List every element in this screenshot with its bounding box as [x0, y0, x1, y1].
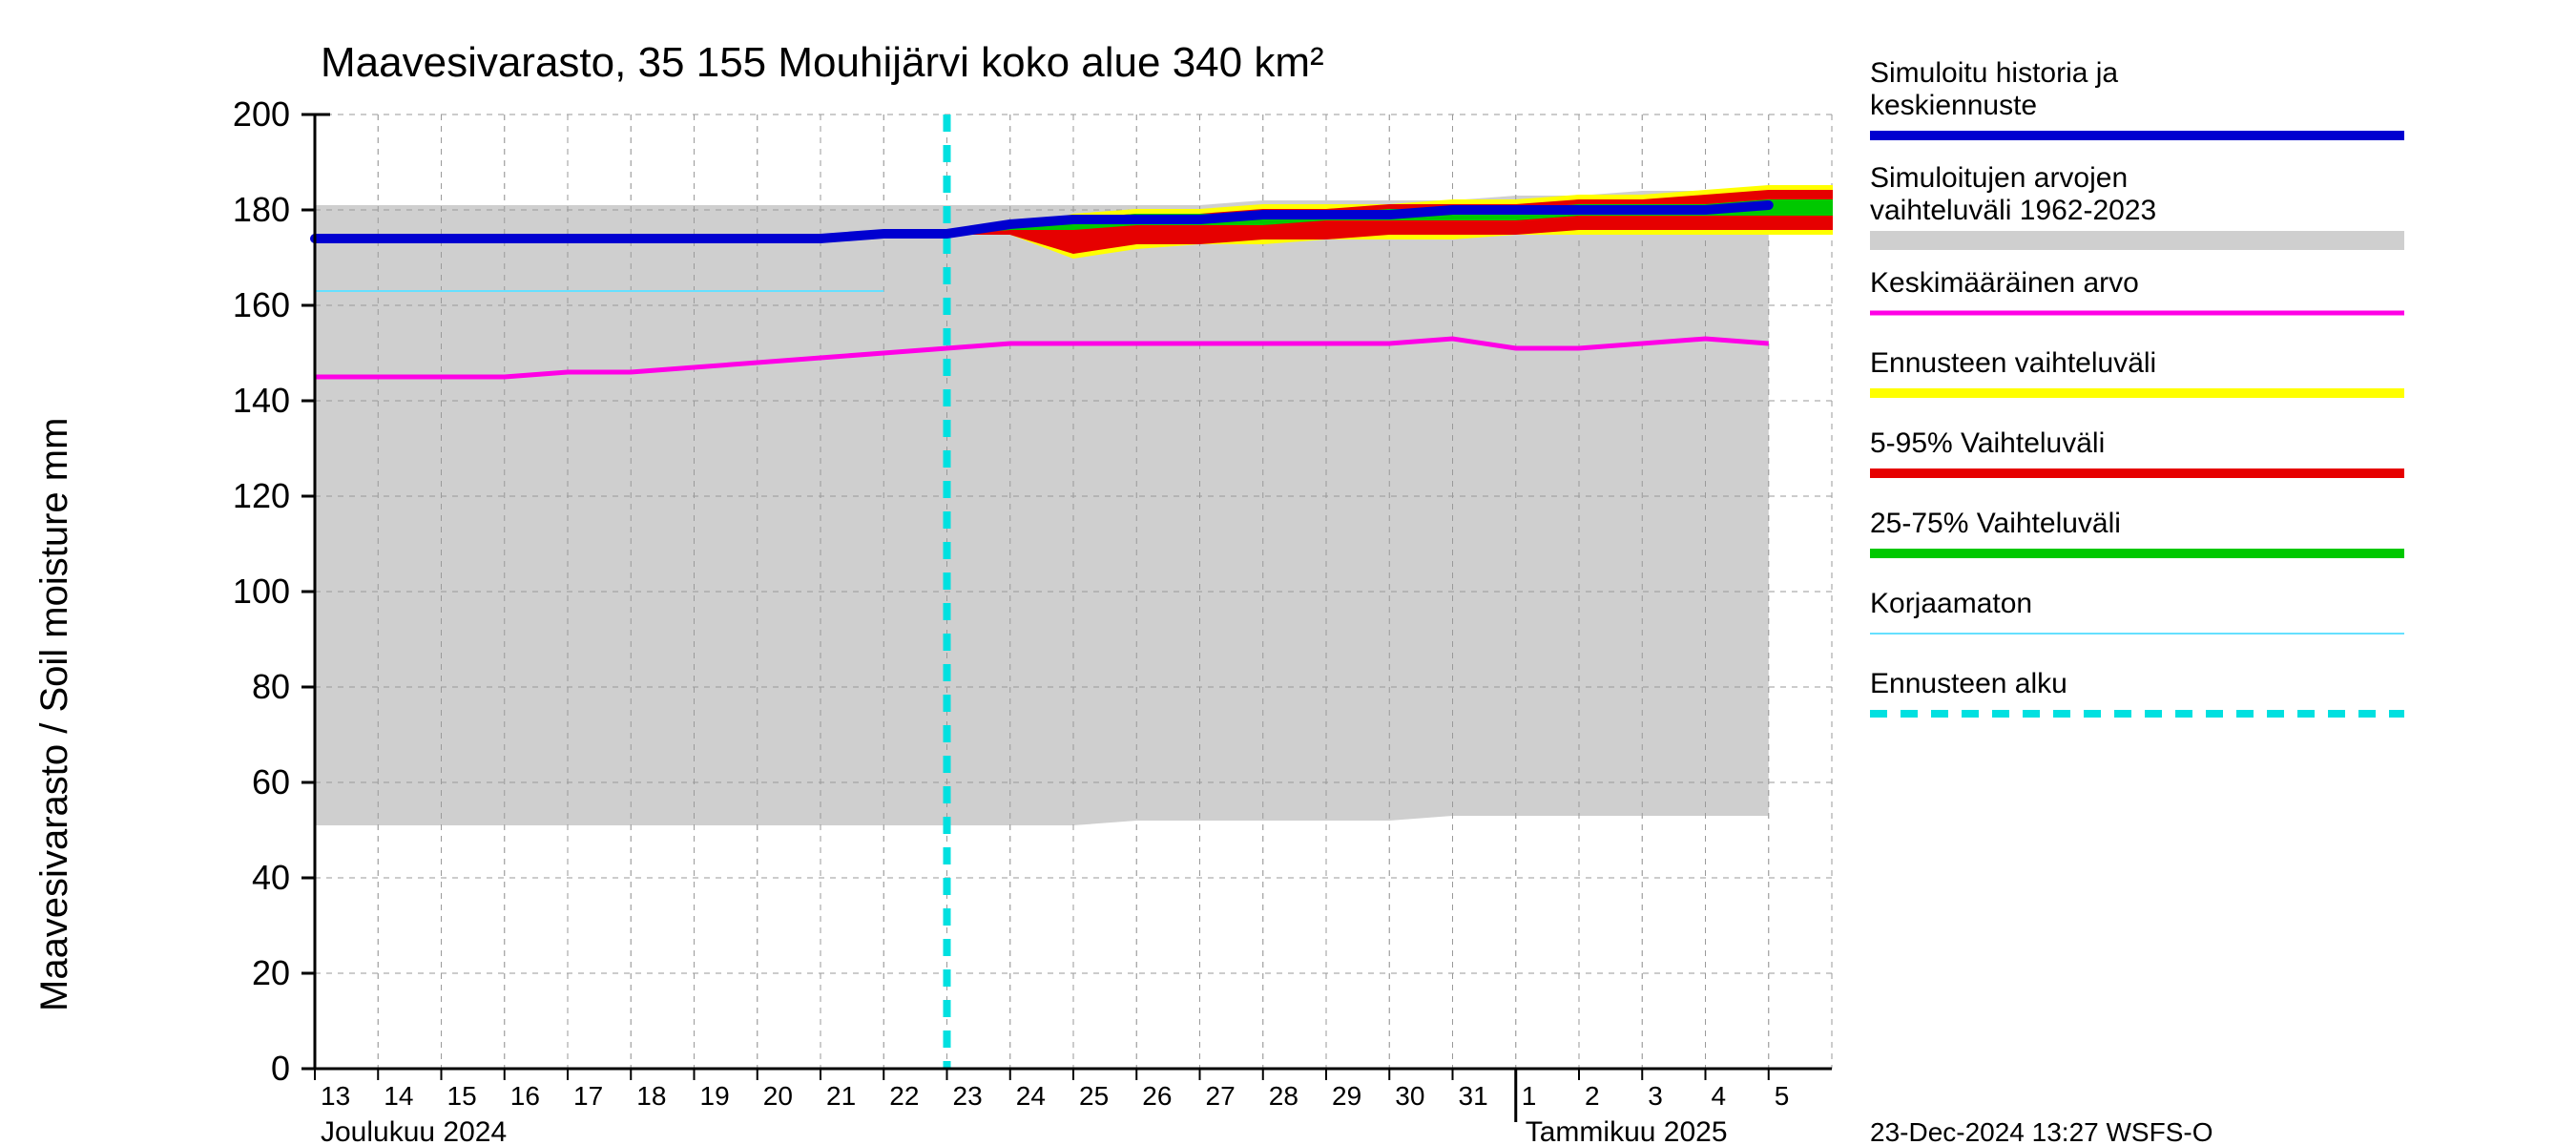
y-tick-label: 20 — [252, 953, 290, 992]
legend-label: Keskimääräinen arvo — [1870, 267, 2139, 299]
y-axis-label: Maavesivarasto / Soil moisture mm — [33, 418, 75, 1011]
y-tick-label: 180 — [233, 190, 290, 229]
footer-timestamp: 23-Dec-2024 13:27 WSFS-O — [1870, 1117, 2213, 1145]
y-tick-label: 60 — [252, 762, 290, 802]
legend-label: Korjaamaton — [1870, 588, 2032, 619]
y-tick-label: 40 — [252, 858, 290, 897]
x-day-label: 27 — [1206, 1081, 1236, 1111]
x-day-label: 21 — [826, 1081, 856, 1111]
chart-title: Maavesivarasto, 35 155 Mouhijärvi koko a… — [321, 39, 1324, 86]
x-day-label: 25 — [1079, 1081, 1109, 1111]
x-day-label: 26 — [1142, 1081, 1172, 1111]
x-day-label: 31 — [1459, 1081, 1488, 1111]
x-day-label: 24 — [1016, 1081, 1046, 1111]
x-day-label: 4 — [1712, 1081, 1727, 1111]
chart-svg: 0204060801001201401601802001314151617181… — [0, 0, 2576, 1145]
month-label-right: Tammikuu 2025 — [1526, 1116, 1728, 1145]
month-label-left: Joulukuu 2024 — [321, 1116, 507, 1145]
y-tick-label: 100 — [233, 572, 290, 611]
x-day-label: 19 — [700, 1081, 730, 1111]
x-day-label: 20 — [763, 1081, 793, 1111]
y-tick-label: 80 — [252, 667, 290, 706]
x-day-label: 23 — [953, 1081, 983, 1111]
chart-container: 0204060801001201401601802001314151617181… — [0, 0, 2576, 1145]
x-day-label: 2 — [1585, 1081, 1600, 1111]
x-day-label: 22 — [889, 1081, 919, 1111]
x-day-label: 16 — [510, 1081, 540, 1111]
legend-swatch — [1870, 231, 2404, 250]
legend-label: Simuloitujen arvojen — [1870, 162, 2128, 194]
legend-label: Simuloitu historia ja — [1870, 57, 2118, 89]
variability-band — [315, 191, 1769, 825]
x-day-label: 18 — [636, 1081, 666, 1111]
x-day-label: 13 — [321, 1081, 350, 1111]
x-day-label: 29 — [1332, 1081, 1361, 1111]
x-day-label: 14 — [384, 1081, 413, 1111]
legend-label: Ennusteen alku — [1870, 668, 2067, 699]
y-tick-label: 160 — [233, 285, 290, 324]
legend-label: 5-95% Vaihteluväli — [1870, 427, 2105, 459]
legend-label: vaihteluväli 1962-2023 — [1870, 195, 2156, 226]
legend-label: Ennusteen vaihteluväli — [1870, 347, 2156, 379]
x-day-label: 3 — [1648, 1081, 1663, 1111]
legend-label: 25-75% Vaihteluväli — [1870, 508, 2121, 539]
x-day-label: 15 — [447, 1081, 477, 1111]
x-day-label: 5 — [1775, 1081, 1790, 1111]
y-tick-label: 200 — [233, 94, 290, 134]
x-day-label: 30 — [1395, 1081, 1424, 1111]
legend-label: keskiennuste — [1870, 90, 2037, 121]
x-day-label: 1 — [1522, 1081, 1537, 1111]
x-day-label: 28 — [1269, 1081, 1298, 1111]
y-tick-label: 120 — [233, 476, 290, 515]
y-tick-label: 0 — [271, 1049, 290, 1088]
x-day-label: 17 — [573, 1081, 603, 1111]
y-tick-label: 140 — [233, 381, 290, 420]
